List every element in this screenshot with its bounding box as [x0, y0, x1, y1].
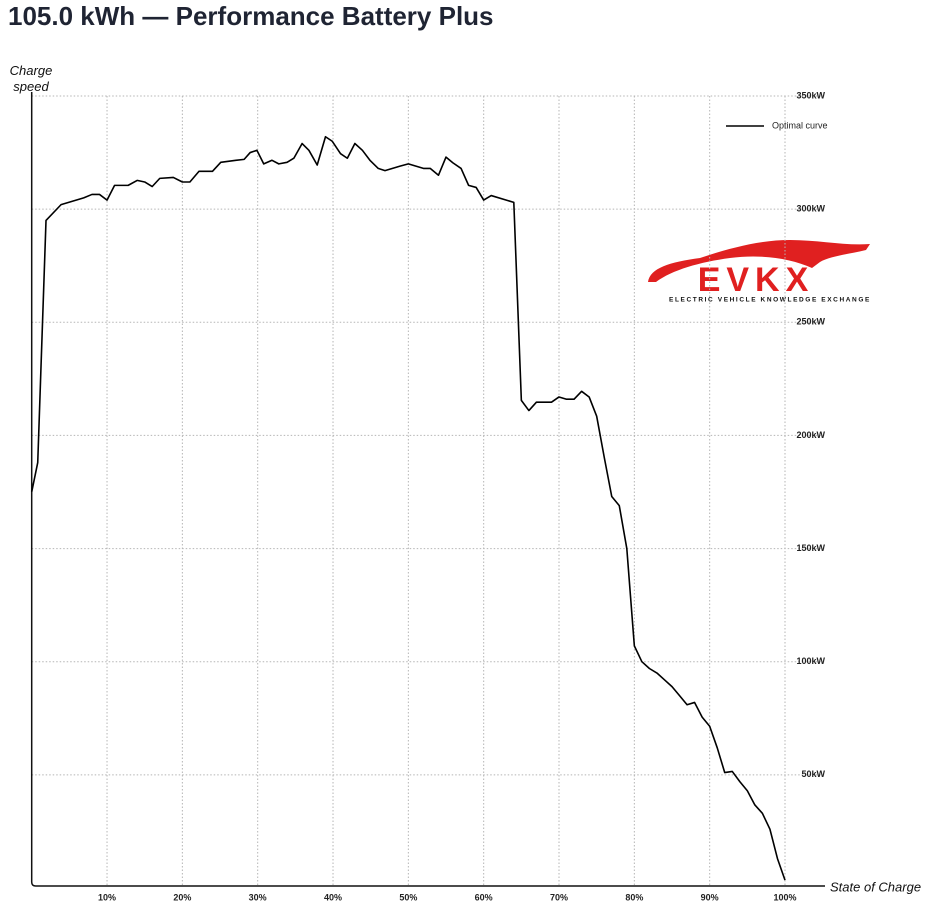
x-tick-label: 70% — [550, 892, 568, 902]
y-axis-label: Charge speed — [10, 63, 53, 94]
axis — [30, 92, 825, 887]
x-axis-label: State of Charge — [830, 879, 921, 894]
line — [30, 135, 786, 881]
legend-label: Optimal curve — [772, 120, 828, 130]
x-tick-label: 100% — [773, 892, 796, 902]
x-tick-label: 60% — [475, 892, 493, 902]
y-tick-label: 200kW — [796, 430, 825, 440]
x-tick-label: 90% — [701, 892, 719, 902]
y-tick-label: 350kW — [796, 90, 825, 100]
x-tick-label: 40% — [324, 892, 342, 902]
y-tick-label: 100kW — [796, 656, 825, 666]
x-tick-label: 80% — [625, 892, 643, 902]
x-tick-label: 20% — [173, 892, 191, 902]
x-tick-label: 30% — [249, 892, 267, 902]
x-tick-label: 10% — [98, 892, 116, 902]
y-tick-label: 250kW — [796, 317, 825, 327]
watermark-text: EVKX — [698, 261, 815, 299]
grid — [31, 95, 825, 886]
y-tick-label: 150kW — [796, 543, 825, 553]
chart-title: 105.0 kWh — Performance Battery Plus — [8, 1, 494, 31]
watermark-subtitle: ELECTRIC VEHICLE KNOWLEDGE EXCHANGE — [669, 297, 871, 304]
y-tick-label: 300kW — [796, 204, 825, 214]
y-tick-label: 50kW — [801, 769, 825, 779]
x-tick-label: 50% — [399, 892, 417, 902]
watermark-car — [648, 240, 870, 282]
